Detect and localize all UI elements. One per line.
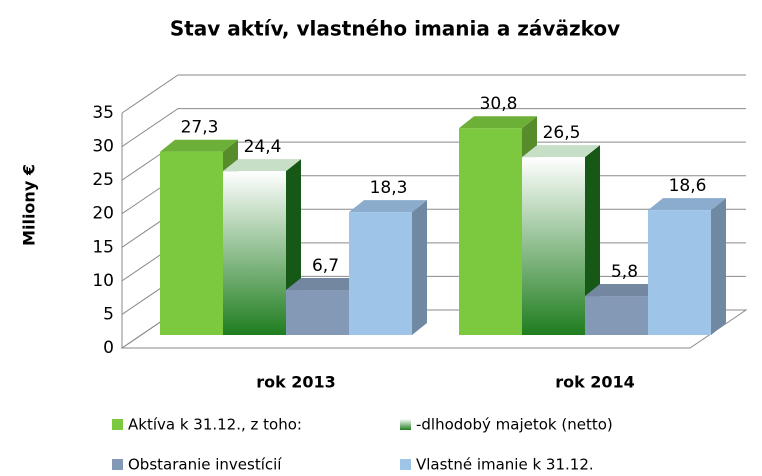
bar bbox=[349, 200, 427, 335]
value-label: 27,3 bbox=[181, 118, 219, 138]
bar-side bbox=[711, 198, 726, 335]
legend-label: Aktíva k 31.12., z toho: bbox=[128, 416, 302, 434]
y-tick-label: 25 bbox=[92, 170, 114, 190]
y-tick-label: 15 bbox=[92, 237, 114, 257]
y-axis-label: Miliony € bbox=[20, 164, 39, 246]
bar-front bbox=[459, 128, 522, 335]
x-tick-label: rok 2013 bbox=[256, 373, 336, 392]
y-tick-label: 0 bbox=[103, 338, 114, 358]
chart-title: Stav aktív, vlastného imania a záväzkov bbox=[170, 17, 620, 41]
y-tick-label: 20 bbox=[92, 204, 114, 224]
grid-line bbox=[121, 74, 746, 114]
x-tick-label: rok 2014 bbox=[555, 373, 635, 392]
bar-top bbox=[459, 116, 537, 129]
bar-top bbox=[349, 200, 427, 213]
y-tick-label: 10 bbox=[92, 271, 114, 291]
value-label: 24,4 bbox=[244, 137, 282, 157]
bar-front bbox=[286, 290, 349, 335]
bar-front bbox=[522, 157, 585, 335]
bar-top bbox=[648, 198, 726, 211]
legend-swatch bbox=[400, 459, 411, 470]
y-tick-label: 30 bbox=[92, 137, 114, 157]
bar-top bbox=[286, 278, 364, 291]
legend-swatch bbox=[112, 419, 123, 430]
legend-label: Obstaranie investícií bbox=[128, 456, 282, 474]
bar-top bbox=[223, 159, 301, 172]
bar-front bbox=[648, 210, 711, 335]
value-label: 30,8 bbox=[480, 94, 518, 114]
legend-swatch bbox=[400, 419, 411, 430]
legend-label: -dlhodobý majetok (netto) bbox=[416, 416, 613, 434]
bar-top bbox=[585, 284, 663, 297]
value-label: 18,6 bbox=[669, 176, 707, 196]
value-label: 6,7 bbox=[312, 256, 339, 276]
value-label: 18,3 bbox=[370, 178, 408, 198]
value-label: 26,5 bbox=[543, 123, 581, 143]
bar-front bbox=[349, 212, 412, 335]
legend-label: Vlastné imanie k 31.12. bbox=[416, 456, 594, 474]
bar bbox=[648, 198, 726, 335]
grid-line bbox=[121, 108, 746, 147]
y-tick-label: 5 bbox=[103, 304, 114, 324]
bar-front bbox=[160, 151, 223, 335]
bar-top bbox=[160, 139, 238, 152]
bar-top bbox=[522, 145, 600, 158]
legend-swatch bbox=[112, 459, 123, 470]
bar-side bbox=[412, 200, 427, 335]
y-tick-label: 35 bbox=[92, 103, 114, 123]
bar-front bbox=[585, 296, 648, 335]
bar-front bbox=[223, 171, 286, 335]
value-label: 5,8 bbox=[611, 262, 638, 282]
